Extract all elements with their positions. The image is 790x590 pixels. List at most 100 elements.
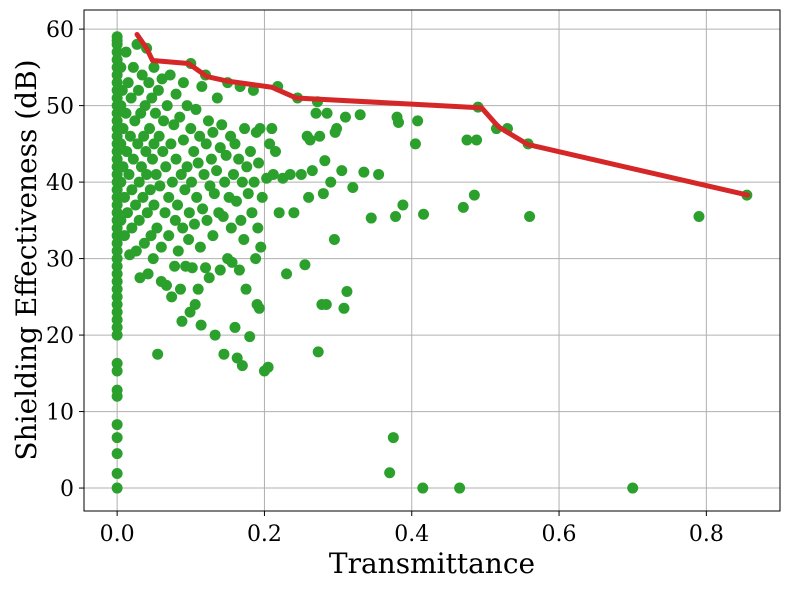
- scatter-point: [111, 245, 123, 257]
- scatter-point: [188, 146, 200, 158]
- scatter-point: [150, 168, 162, 180]
- scatter-point: [139, 100, 151, 112]
- scatter-point: [306, 165, 318, 177]
- scatter-point: [115, 176, 127, 188]
- scatter-point: [146, 92, 158, 104]
- scatter-point: [157, 146, 169, 158]
- scatter-point: [244, 146, 256, 158]
- scatter-point: [186, 176, 198, 188]
- scatter-point: [319, 155, 331, 167]
- scatter-point: [166, 291, 178, 303]
- scatter-point: [236, 360, 248, 372]
- scatter-point: [165, 138, 177, 150]
- scatter-point: [230, 195, 242, 207]
- scatter-point: [358, 166, 370, 178]
- scatter-point: [387, 432, 399, 444]
- scatter-point: [339, 111, 351, 123]
- scatter-point: [321, 107, 333, 119]
- scatter-point: [175, 168, 187, 180]
- scatter-point: [409, 138, 421, 150]
- y-tick-label: 60: [46, 18, 74, 43]
- scatter-point: [111, 419, 123, 431]
- scatter-point: [181, 161, 193, 173]
- scatter-point: [168, 119, 180, 131]
- scatter-point: [115, 138, 127, 150]
- scatter-point: [281, 268, 293, 280]
- scatter-point: [163, 230, 175, 242]
- plot-frame: [83, 9, 781, 512]
- scatter-point: [111, 321, 123, 333]
- scatter-point: [111, 283, 123, 295]
- scatter-point: [200, 138, 212, 150]
- scatter-point: [115, 61, 127, 73]
- scatter-point: [196, 80, 208, 92]
- scatter-point: [392, 116, 404, 128]
- scatter-point: [248, 176, 260, 188]
- scatter-point: [142, 268, 154, 280]
- scatter-point: [197, 203, 209, 215]
- scatter-point: [144, 184, 156, 196]
- scatter-point: [328, 233, 340, 245]
- scatter-point: [207, 126, 219, 138]
- scatter-point: [208, 188, 220, 200]
- scatter-point: [111, 482, 123, 494]
- scatter-point: [149, 107, 161, 119]
- scatter-point: [153, 130, 165, 142]
- scatter-point: [299, 259, 311, 271]
- scatter-point: [111, 448, 123, 460]
- scatter-point: [138, 130, 150, 142]
- scatter-point: [236, 176, 248, 188]
- scatter-point: [284, 168, 296, 180]
- x-tick-labels: 0.0 0.2 0.4 0.6 0.8: [100, 522, 724, 547]
- scatter-point: [130, 245, 142, 257]
- scatter-point: [192, 157, 204, 169]
- scatter-point: [160, 279, 172, 291]
- scatter-point: [111, 115, 123, 127]
- scatter-point: [264, 138, 276, 150]
- scatter-point: [130, 199, 142, 211]
- scatter-point: [320, 298, 332, 310]
- scatter-point: [693, 211, 705, 223]
- scatter-point: [347, 181, 359, 193]
- scatter-point: [127, 61, 139, 73]
- scatter-point: [111, 357, 123, 369]
- scatter-point: [228, 168, 240, 180]
- scatter-point: [233, 264, 245, 276]
- scatter-point: [163, 191, 175, 203]
- scatter-point: [252, 222, 264, 234]
- scatter-point: [177, 222, 189, 234]
- scatter-point: [155, 241, 167, 253]
- scatter-point: [269, 146, 281, 158]
- scatter-point: [390, 211, 402, 223]
- scatter-point: [158, 115, 170, 127]
- scatter-point: [111, 365, 123, 377]
- y-tick-label: 20: [46, 324, 74, 349]
- scatter-point: [111, 329, 123, 341]
- scatter-point: [166, 176, 178, 188]
- scatter-point: [111, 237, 123, 249]
- scatter-point: [244, 331, 256, 343]
- scatter-point: [412, 115, 424, 127]
- scatter-point: [310, 107, 322, 119]
- scatter-point: [111, 291, 123, 303]
- scatter-point: [256, 191, 268, 203]
- scatter-point: [154, 180, 166, 192]
- frontier-line: [134, 31, 751, 198]
- scatter-point: [172, 199, 184, 211]
- scatter-point: [120, 46, 132, 58]
- scatter-point: [174, 111, 186, 123]
- scatter-point: [195, 319, 207, 331]
- scatter-point: [145, 230, 157, 242]
- scatter-point: [136, 69, 148, 81]
- scatter-point: [186, 262, 198, 274]
- scatter-point: [141, 168, 153, 180]
- scatter-point: [288, 207, 300, 219]
- scatter-point: [239, 123, 251, 135]
- scatter-point: [172, 245, 184, 257]
- scatter-point: [133, 84, 145, 96]
- scatter-point: [160, 161, 172, 173]
- y-tick-label: 40: [46, 171, 74, 196]
- scatter-point: [191, 191, 203, 203]
- scatter-point: [295, 168, 307, 180]
- scatter-point: [111, 268, 123, 280]
